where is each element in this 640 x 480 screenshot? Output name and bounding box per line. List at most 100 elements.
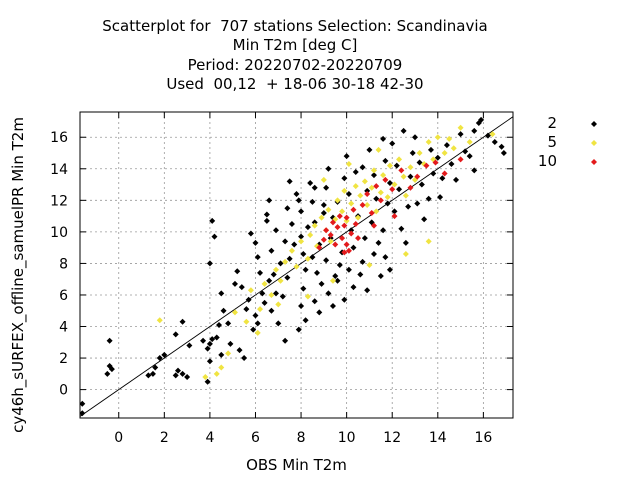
data-point xyxy=(282,337,289,344)
y-tick-label: 8 xyxy=(59,256,68,272)
data-point xyxy=(434,154,441,161)
data-point xyxy=(355,235,362,242)
data-point xyxy=(204,345,211,352)
data-point xyxy=(254,320,261,327)
y-tick-label: 12 xyxy=(50,193,68,209)
data-point xyxy=(336,262,343,268)
data-point xyxy=(416,159,423,166)
data-point xyxy=(282,238,289,245)
data-point xyxy=(318,214,325,221)
data-point xyxy=(384,200,391,207)
axis-ticks: 0 2 4 6 8 10 12 14 16 0 2 4 6 8 10 12 14 16 xyxy=(50,112,513,446)
data-point xyxy=(323,184,330,191)
data-point xyxy=(272,266,279,273)
data-point xyxy=(425,238,432,245)
data-point xyxy=(279,293,286,300)
data-point xyxy=(498,143,505,150)
data-point xyxy=(300,285,307,292)
data-point xyxy=(309,254,316,261)
data-point xyxy=(370,250,377,257)
data-point xyxy=(343,214,350,221)
data-point xyxy=(343,241,350,248)
x-tick-label: 10 xyxy=(338,430,356,446)
data-point xyxy=(218,364,225,371)
data-point xyxy=(320,209,327,216)
data-point xyxy=(307,232,314,239)
data-point xyxy=(259,290,266,297)
legend-marker-5 xyxy=(591,140,597,146)
data-point xyxy=(254,254,261,261)
data-point xyxy=(334,197,341,204)
data-point xyxy=(295,197,302,204)
data-point xyxy=(380,227,387,234)
data-point xyxy=(462,148,469,155)
data-point xyxy=(391,208,398,215)
data-point xyxy=(432,159,439,166)
data-point xyxy=(384,194,391,201)
data-point xyxy=(348,230,355,237)
data-point xyxy=(186,342,193,349)
chart-title-line-2: Min T2m [deg C] xyxy=(232,36,358,54)
data-point xyxy=(282,258,289,265)
data-point xyxy=(345,191,352,198)
x-tick-label: 16 xyxy=(474,430,492,446)
data-point xyxy=(277,260,284,267)
data-point xyxy=(257,269,264,276)
x-tick-label: 6 xyxy=(251,430,260,446)
data-point xyxy=(307,179,314,186)
x-tick-label: 0 xyxy=(114,430,123,446)
data-point xyxy=(252,312,259,319)
data-point xyxy=(106,337,113,344)
data-point xyxy=(250,326,257,333)
data-point xyxy=(448,161,455,168)
data-point xyxy=(172,372,179,379)
data-point xyxy=(453,176,460,183)
diagonal-line xyxy=(80,116,513,417)
data-point xyxy=(263,217,270,224)
data-point xyxy=(373,208,380,215)
data-point xyxy=(368,209,375,216)
data-point xyxy=(405,203,412,210)
data-point xyxy=(231,280,238,287)
data-point xyxy=(386,266,393,273)
data-point xyxy=(298,303,305,310)
data-point xyxy=(206,340,213,347)
data-point xyxy=(373,195,380,202)
data-point xyxy=(327,238,334,245)
data-point xyxy=(329,303,336,310)
data-point xyxy=(104,370,111,377)
data-point xyxy=(339,208,346,215)
data-point xyxy=(491,138,498,145)
data-point xyxy=(343,153,350,160)
data-point xyxy=(225,350,232,357)
data-point xyxy=(386,162,393,169)
x-axis-label: OBS Min T2m xyxy=(246,456,347,474)
data-point xyxy=(231,309,238,316)
y-axis-label: cy46h_sURFEX_offline_samuelPR Min T2m xyxy=(9,117,27,433)
data-points xyxy=(80,116,507,417)
data-point xyxy=(450,145,457,152)
data-point xyxy=(386,179,393,186)
data-point xyxy=(284,274,291,281)
y-tick-label: 2 xyxy=(59,351,68,367)
data-point xyxy=(389,186,396,193)
data-point xyxy=(380,172,387,179)
data-point xyxy=(402,250,409,257)
data-point xyxy=(423,162,430,169)
data-point xyxy=(412,134,419,141)
data-point xyxy=(352,220,359,227)
data-point xyxy=(396,156,403,163)
data-point xyxy=(396,186,403,193)
data-point xyxy=(377,197,384,204)
data-point xyxy=(172,331,179,338)
data-point xyxy=(261,280,268,287)
data-point xyxy=(268,247,275,254)
data-point xyxy=(489,131,496,138)
data-point xyxy=(341,249,348,256)
data-point xyxy=(156,355,163,362)
data-point xyxy=(368,184,375,191)
data-point xyxy=(348,200,355,207)
data-point xyxy=(370,222,377,229)
data-point xyxy=(320,176,327,183)
data-point xyxy=(325,206,332,213)
